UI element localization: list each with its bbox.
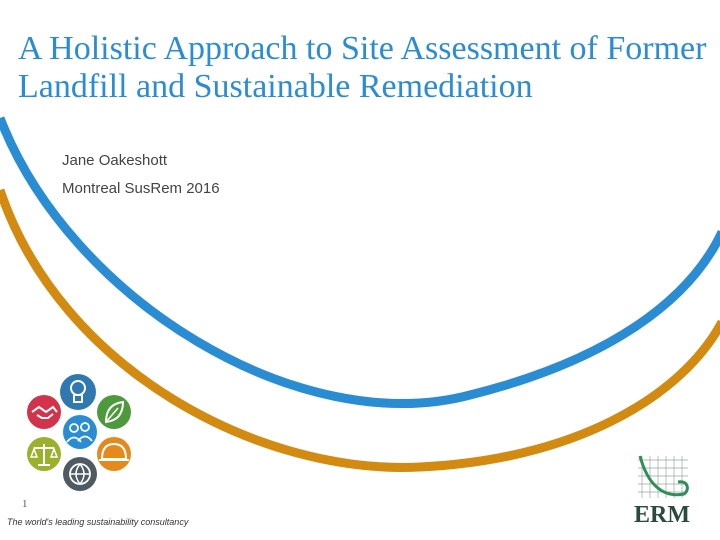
presenter-name: Jane Oakeshott [62,152,168,169]
blue-arc [0,116,720,408]
slide-title: A Holistic Approach to Site Assessment o… [18,30,707,105]
sustainability-icons-logo [27,374,131,491]
lightbulb-icon [60,374,96,410]
erm-logo-mark [638,455,689,498]
hard-hat-icon [97,437,131,471]
scales-icon [27,437,61,471]
page-number: 1 [22,498,28,510]
erm-logo-text: ERM [634,502,690,528]
footer-tagline: The world's leading sustainability consu… [7,517,189,527]
globe-icon [63,457,97,491]
handshake-icon [27,395,61,429]
leaf-icon [97,395,131,429]
orange-arc [0,188,720,472]
people-icon [63,415,97,449]
event-name: Montreal SusRem 2016 [62,180,220,197]
subtitle-block: Jane Oakeshott Montreal SusRem 2016 [62,152,462,208]
